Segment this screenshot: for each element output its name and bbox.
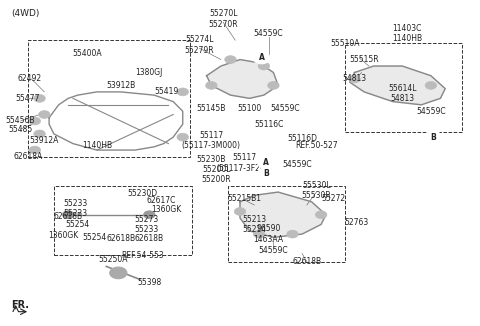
Text: 55510A: 55510A (330, 39, 360, 48)
Text: 55398: 55398 (137, 278, 161, 287)
Circle shape (225, 56, 236, 64)
Text: 11403C
1140HB: 11403C 1140HB (392, 24, 422, 43)
Text: 62618B: 62618B (106, 234, 135, 244)
Circle shape (258, 168, 275, 179)
Text: 54559C: 54559C (416, 107, 446, 116)
Text: 1380GJ: 1380GJ (136, 68, 163, 77)
Text: 55272: 55272 (321, 194, 345, 203)
Text: 62492: 62492 (18, 74, 42, 83)
Circle shape (258, 157, 275, 169)
Circle shape (34, 130, 45, 138)
Text: (4WD): (4WD) (11, 9, 39, 19)
Text: 55254: 55254 (83, 233, 107, 242)
Text: 62618B: 62618B (54, 212, 83, 221)
Text: 55530L
55530R: 55530L 55530R (301, 181, 331, 200)
Text: 55117
(55117-3M000): 55117 (55117-3M000) (182, 131, 241, 150)
Text: B: B (264, 169, 269, 178)
Circle shape (62, 211, 74, 219)
Polygon shape (206, 60, 278, 98)
Text: 54559C: 54559C (271, 104, 300, 112)
Circle shape (253, 52, 270, 64)
Text: 62618B: 62618B (135, 234, 164, 244)
Text: 55230B: 55230B (197, 155, 226, 164)
Text: 55230D: 55230D (127, 189, 157, 198)
Polygon shape (240, 192, 326, 237)
Circle shape (234, 208, 246, 215)
Text: 62617C: 62617C (146, 196, 176, 205)
Polygon shape (350, 66, 445, 105)
Text: 55273
55233: 55273 55233 (135, 215, 159, 234)
Text: 54559C: 54559C (254, 29, 284, 38)
Text: A: A (264, 158, 269, 168)
Text: 54813: 54813 (342, 74, 367, 83)
Text: 54559C: 54559C (282, 160, 312, 169)
Text: 55400A: 55400A (72, 49, 102, 58)
Text: 54559C: 54559C (259, 246, 288, 255)
Text: 1140HB: 1140HB (82, 141, 112, 150)
Circle shape (177, 133, 189, 141)
Text: 55614L: 55614L (388, 84, 417, 93)
Circle shape (349, 75, 360, 83)
Text: 55116D: 55116D (287, 134, 317, 143)
Text: 54813: 54813 (390, 94, 414, 103)
Text: 1360GK: 1360GK (151, 205, 181, 215)
Text: 52763: 52763 (345, 218, 369, 227)
Circle shape (253, 230, 265, 238)
Circle shape (268, 82, 279, 89)
Circle shape (110, 267, 127, 279)
Circle shape (425, 131, 442, 143)
Text: 55145B: 55145B (197, 104, 226, 112)
Circle shape (144, 211, 155, 219)
Text: B: B (431, 133, 436, 141)
Circle shape (205, 82, 217, 89)
Text: 55215B1: 55215B1 (228, 194, 262, 203)
Text: 55250A: 55250A (99, 256, 128, 264)
Text: 55117
(55117-3F200): 55117 (55117-3F200) (216, 153, 273, 173)
Text: 55254: 55254 (66, 220, 90, 229)
Text: 55116C: 55116C (254, 120, 283, 129)
Circle shape (38, 111, 50, 118)
Text: 55233
55223: 55233 55223 (63, 199, 87, 218)
Text: A: A (259, 53, 264, 63)
Circle shape (315, 211, 327, 219)
Text: 62618A: 62618A (13, 152, 42, 161)
Text: 55274L
55279R: 55274L 55279R (185, 35, 214, 55)
Circle shape (258, 62, 270, 70)
Text: REF.54-553: REF.54-553 (121, 251, 164, 259)
Text: 55485: 55485 (8, 125, 33, 134)
Text: 55213
55214: 55213 55214 (242, 215, 266, 234)
Text: 53912B: 53912B (106, 81, 135, 90)
Circle shape (177, 88, 189, 96)
Circle shape (29, 117, 40, 125)
Text: 55270L
55270R: 55270L 55270R (208, 9, 238, 29)
Circle shape (287, 230, 298, 238)
Text: 55515R: 55515R (349, 55, 379, 64)
Text: 53912A: 53912A (30, 136, 59, 145)
Circle shape (34, 95, 45, 102)
Text: FR.: FR. (11, 300, 29, 310)
Circle shape (425, 82, 437, 89)
Circle shape (29, 146, 40, 154)
Text: 62618B: 62618B (292, 257, 322, 266)
Text: 96590
1463AA: 96590 1463AA (253, 224, 284, 244)
Text: 55477: 55477 (15, 94, 40, 103)
Text: 1360GK: 1360GK (48, 231, 79, 240)
Text: REF.50-527: REF.50-527 (295, 141, 337, 150)
Text: 55200L
55200R: 55200L 55200R (201, 165, 231, 184)
Text: 55100: 55100 (238, 104, 262, 112)
Text: 55419: 55419 (154, 87, 178, 96)
Text: 55456B: 55456B (6, 116, 35, 126)
